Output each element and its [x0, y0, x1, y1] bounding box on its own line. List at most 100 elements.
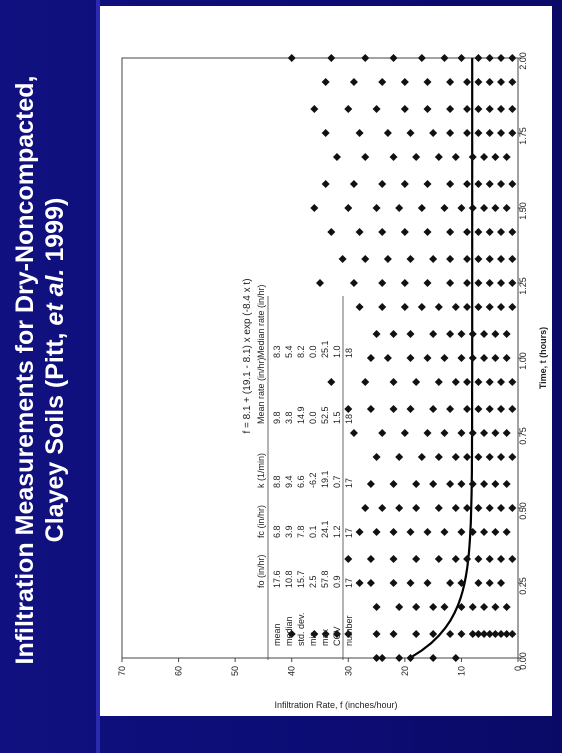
data-point	[491, 528, 500, 536]
y-tick-label: 10	[456, 666, 466, 676]
data-point	[468, 429, 477, 437]
data-point	[389, 480, 398, 488]
data-point	[446, 579, 455, 587]
data-point	[491, 603, 500, 611]
data-point	[485, 579, 494, 587]
data-point	[389, 579, 398, 587]
data-point	[440, 354, 449, 362]
data-point	[378, 429, 387, 437]
data-point	[497, 630, 506, 638]
data-point	[497, 453, 506, 461]
data-point	[423, 105, 432, 113]
data-point	[395, 654, 404, 662]
table-cell: 52.5	[320, 406, 330, 424]
data-point	[451, 654, 460, 662]
table-cell: 17	[344, 528, 354, 538]
data-point	[327, 378, 336, 386]
table-cell: 14.9	[296, 406, 306, 424]
data-point	[417, 453, 426, 461]
data-point	[446, 180, 455, 188]
data-point	[395, 504, 404, 512]
x-tick-label: 1.50	[518, 202, 528, 220]
data-point	[417, 204, 426, 212]
table-cell: 8.2	[296, 345, 306, 358]
data-point	[508, 105, 517, 113]
data-point	[485, 630, 494, 638]
data-point	[491, 630, 500, 638]
data-point	[508, 180, 517, 188]
data-point	[434, 378, 443, 386]
data-point	[366, 480, 375, 488]
data-point	[327, 54, 336, 62]
data-point	[434, 153, 443, 161]
x-tick-label: 1.00	[518, 352, 528, 370]
data-point	[497, 504, 506, 512]
data-point	[417, 54, 426, 62]
data-point	[502, 528, 511, 536]
data-point	[440, 204, 449, 212]
data-point	[338, 255, 347, 263]
table-cell: 10.8	[284, 570, 294, 588]
data-point	[457, 429, 466, 437]
table-cell: 6.6	[296, 475, 306, 488]
data-point	[485, 378, 494, 386]
data-point	[502, 429, 511, 437]
data-point	[468, 354, 477, 362]
data-point	[366, 579, 375, 587]
data-point	[497, 54, 506, 62]
data-point	[446, 480, 455, 488]
data-point	[451, 504, 460, 512]
table-cell: 1.5	[332, 411, 342, 424]
data-point	[446, 405, 455, 413]
data-point	[423, 528, 432, 536]
data-point	[423, 78, 432, 86]
data-point	[508, 630, 517, 638]
data-point	[497, 180, 506, 188]
data-point	[406, 405, 415, 413]
data-point	[316, 279, 324, 287]
data-point	[423, 429, 432, 437]
data-point	[502, 630, 511, 638]
data-point	[446, 279, 455, 287]
data-point	[468, 330, 477, 338]
table-row-label: std. dev.	[296, 613, 306, 646]
data-point	[423, 228, 432, 236]
data-point	[497, 405, 506, 413]
data-point	[372, 330, 381, 338]
data-point	[508, 303, 517, 311]
data-point	[485, 453, 494, 461]
data-point	[474, 180, 483, 188]
data-point	[434, 504, 443, 512]
data-point	[400, 279, 409, 287]
table-header: fo (in/hr)	[256, 554, 266, 588]
data-point	[480, 429, 489, 437]
data-point	[310, 204, 319, 212]
data-point	[508, 279, 517, 287]
data-point	[372, 603, 381, 611]
data-point	[389, 405, 398, 413]
data-point	[412, 630, 421, 638]
slide-title-line-2: Clayey Soils (Pitt, et al. 1999)	[40, 0, 70, 740]
data-point	[412, 603, 421, 611]
data-point	[474, 378, 483, 386]
data-point	[463, 453, 472, 461]
table-cell: 57.8	[320, 570, 330, 588]
y-tick-label: 70	[117, 666, 127, 676]
table-cell: 3.9	[284, 525, 294, 538]
table-cell: 3.8	[284, 411, 294, 424]
data-point	[497, 378, 506, 386]
data-point	[480, 603, 489, 611]
data-point	[463, 228, 472, 236]
data-point	[366, 405, 375, 413]
data-point	[497, 129, 506, 137]
data-point	[406, 330, 415, 338]
data-point	[423, 180, 432, 188]
data-point	[423, 354, 432, 362]
data-point	[474, 630, 483, 638]
data-point	[372, 204, 381, 212]
data-point	[400, 78, 409, 86]
table-row-label: COV	[332, 626, 342, 646]
data-point	[485, 405, 494, 413]
data-point	[463, 255, 472, 263]
table-cell: 1.2	[332, 525, 342, 538]
